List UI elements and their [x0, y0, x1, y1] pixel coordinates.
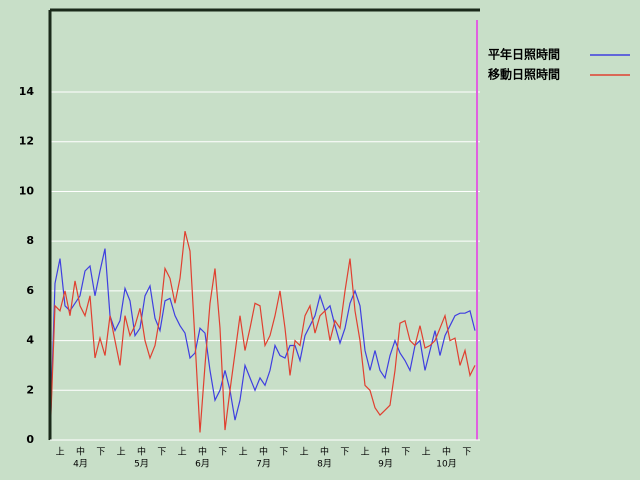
y-tick-label: 14 — [19, 85, 35, 98]
x-tick-label: 下 — [218, 448, 227, 458]
month-label: 5月 — [134, 459, 149, 470]
y-tick-label: 6 — [26, 284, 34, 297]
x-tick-label: 上 — [361, 447, 370, 458]
y-tick-label: 12 — [19, 135, 34, 148]
x-tick-label: 下 — [157, 448, 166, 458]
x-tick-label: 下 — [340, 448, 349, 458]
x-tick-label: 上 — [178, 447, 187, 458]
month-label: 9月 — [378, 459, 393, 470]
x-tick-label: 中 — [259, 446, 268, 458]
y-tick-label: 8 — [26, 234, 34, 247]
x-tick-label: 中 — [198, 446, 207, 458]
legend-label: 平年日照時間 — [488, 47, 560, 62]
x-tick-label: 上 — [239, 447, 248, 458]
x-tick-label: 上 — [300, 447, 309, 458]
y-tick-label: 10 — [19, 184, 35, 197]
series-line — [49, 248, 476, 441]
month-label: 8月 — [317, 459, 332, 470]
x-tick-label: 下 — [279, 448, 288, 458]
x-tick-label: 上 — [422, 447, 431, 458]
month-label: 7月 — [256, 459, 271, 470]
y-tick-label: 2 — [26, 383, 34, 396]
x-tick-label: 中 — [137, 446, 146, 458]
x-tick-label: 下 — [462, 448, 471, 458]
x-tick-label: 上 — [117, 447, 126, 458]
month-label: 6月 — [195, 459, 210, 470]
month-label: 4月 — [73, 459, 88, 470]
y-tick-label: 0 — [26, 433, 34, 446]
series-line — [49, 231, 476, 441]
x-tick-label: 上 — [56, 447, 65, 458]
x-tick-label: 下 — [401, 448, 410, 458]
legend-label: 移動日照時間 — [488, 67, 560, 82]
month-label: 10月 — [436, 459, 456, 470]
y-tick-label: 4 — [26, 334, 34, 347]
x-tick-label: 中 — [442, 446, 451, 458]
x-tick-label: 下 — [96, 448, 105, 458]
x-tick-label: 中 — [320, 446, 329, 458]
x-tick-label: 中 — [76, 446, 85, 458]
x-tick-label: 中 — [381, 446, 390, 458]
plot-area — [50, 10, 480, 440]
